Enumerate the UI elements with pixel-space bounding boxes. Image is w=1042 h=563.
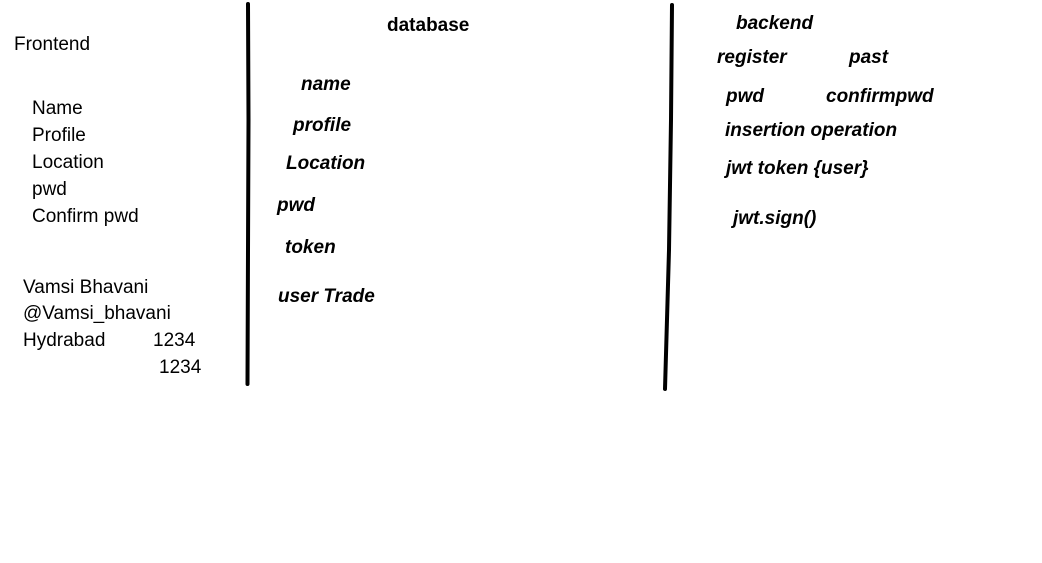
backend-register: register (717, 47, 787, 68)
database-field-location: Location (286, 153, 366, 174)
frontend-field-location: Location (32, 152, 104, 173)
database-field-name: name (301, 74, 351, 95)
sample-pwd: 1234 (153, 330, 196, 351)
backend-past: past (849, 47, 889, 68)
sample-location: Hydrabad (23, 330, 106, 351)
sample-confirm-pwd: 1234 (159, 357, 202, 378)
sample-name: Vamsi Bhavani (23, 277, 149, 298)
database-field-token: token (285, 237, 336, 258)
frontend-field-profile: Profile (32, 125, 86, 146)
frontend-field-pwd: pwd (32, 179, 67, 200)
backend-insertion-operation: insertion operation (725, 120, 898, 141)
left-divider-line (245, 2, 251, 386)
backend-jwt-token: jwt token {user} (726, 158, 869, 179)
frontend-field-name: Name (32, 98, 83, 119)
backend-pwd: pwd (726, 86, 764, 107)
database-field-pwd: pwd (277, 195, 315, 216)
database-title: database (387, 15, 470, 36)
database-field-user-trade: user Trade (278, 286, 375, 307)
database-field-profile: profile (293, 115, 352, 136)
right-divider-line (663, 3, 674, 391)
backend-title: backend (736, 13, 814, 34)
backend-jwt-sign: jwt.sign() (733, 208, 817, 229)
frontend-title: Frontend (14, 34, 91, 55)
backend-confirmpwd: confirmpwd (826, 86, 934, 107)
sample-handle: @Vamsi_bhavani (23, 303, 171, 324)
frontend-field-confirm-pwd: Confirm pwd (32, 206, 139, 227)
